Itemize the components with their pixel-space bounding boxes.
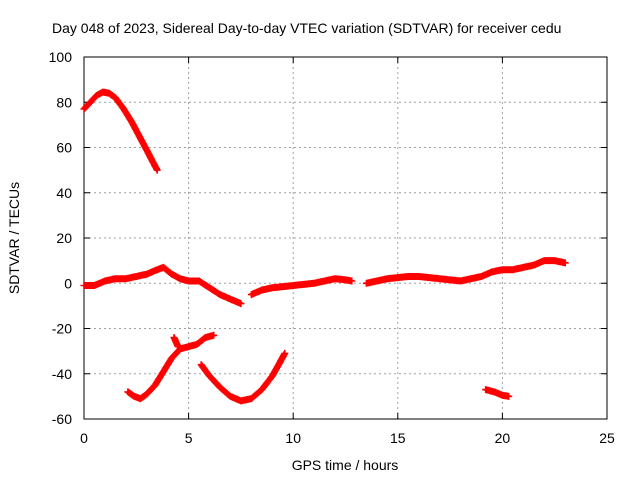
- data-point-markers: [170, 334, 182, 351]
- series-arc-3: [247, 275, 356, 299]
- data-point-markers: [197, 349, 289, 405]
- data-point-markers: [124, 331, 218, 403]
- y-tick-label: 40: [56, 185, 72, 201]
- series-arc-1: [80, 88, 161, 174]
- series-arc-5: [124, 331, 218, 403]
- y-tick-label: -20: [52, 321, 72, 337]
- y-tick-label: -60: [52, 411, 72, 427]
- x-tick-labels: 0 5 10 15 20 25: [80, 430, 615, 446]
- series-arc-6: [170, 334, 182, 351]
- x-tick-label: 10: [285, 430, 301, 446]
- series-arc-2: [80, 263, 245, 308]
- y-tick-label: 20: [56, 230, 72, 246]
- chart-title: Day 048 of 2023, Sidereal Day-to-day VTE…: [52, 20, 561, 36]
- x-tick-label: 5: [185, 430, 193, 446]
- data-point-markers: [80, 88, 161, 174]
- x-axis-title: GPS time / hours: [292, 457, 399, 473]
- x-tick-label: 20: [495, 430, 511, 446]
- data-point-markers: [482, 386, 513, 400]
- x-tick-label: 25: [599, 430, 615, 446]
- series-arc-8: [482, 386, 513, 400]
- series-arc-7: [197, 349, 289, 405]
- y-tick-label: 80: [56, 94, 72, 110]
- series-arc-4: [362, 257, 569, 287]
- y-tick-label: 0: [64, 275, 72, 291]
- axis-ticks: [83, 56, 608, 420]
- y-tick-label: 100: [49, 49, 73, 65]
- y-axis-title: SDTVAR / TECUs: [6, 182, 22, 294]
- y-tick-labels: -60 -40 -20 0 20 40 60 80 100: [49, 49, 73, 427]
- grid: [84, 57, 607, 419]
- x-tick-label: 15: [390, 430, 406, 446]
- x-tick-label: 0: [80, 430, 88, 446]
- data-point-markers: [362, 257, 569, 287]
- y-tick-label: 60: [56, 140, 72, 156]
- data-point-markers: [247, 275, 356, 299]
- data-series: [80, 88, 569, 405]
- data-point-markers: [80, 263, 245, 308]
- y-tick-label: -40: [52, 366, 72, 382]
